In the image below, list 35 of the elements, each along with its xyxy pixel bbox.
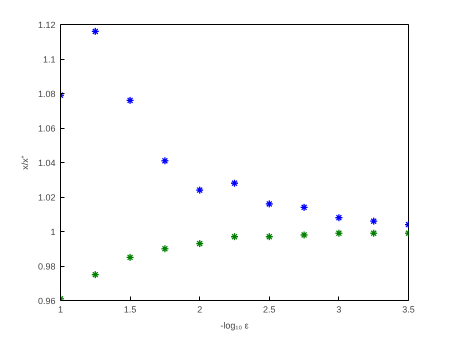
x-tick-label: 3 bbox=[336, 304, 342, 314]
y-tick-label: 1 bbox=[50, 227, 56, 237]
y-axis-title: x/x⁺ bbox=[20, 155, 30, 170]
x-tick-label: 2.5 bbox=[263, 304, 276, 314]
y-tick-label: 0.96 bbox=[38, 296, 56, 306]
point bbox=[91, 27, 100, 36]
y-tick-label: 1.02 bbox=[38, 192, 56, 202]
point bbox=[230, 232, 239, 241]
x-tick-label: 1 bbox=[58, 304, 64, 314]
x-axis-title: -log₁₀ ε bbox=[220, 320, 249, 330]
point bbox=[334, 229, 344, 238]
y-tick-label: 1.1 bbox=[42, 54, 56, 64]
point bbox=[160, 244, 170, 253]
point bbox=[334, 214, 344, 222]
point bbox=[265, 232, 274, 241]
point bbox=[91, 270, 100, 279]
point bbox=[196, 186, 204, 194]
y-tick-label: 1.06 bbox=[38, 124, 56, 134]
point bbox=[300, 230, 308, 240]
x-tick-label: 2 bbox=[197, 304, 202, 314]
point bbox=[370, 217, 378, 226]
point bbox=[126, 96, 134, 105]
x-tick-label: 1.5 bbox=[124, 304, 136, 314]
y-tick-label: 1.04 bbox=[38, 158, 56, 168]
point bbox=[230, 179, 239, 188]
point bbox=[300, 203, 308, 212]
point bbox=[370, 229, 378, 238]
point bbox=[160, 156, 170, 165]
y-tick-label: 0.98 bbox=[38, 262, 56, 272]
point bbox=[196, 239, 204, 248]
point bbox=[265, 200, 274, 208]
y-tick-label: 1.08 bbox=[38, 89, 56, 99]
x-tick-label: 3.5 bbox=[402, 304, 415, 314]
y-tick-label: 1.12 bbox=[38, 20, 56, 30]
point bbox=[126, 253, 134, 262]
